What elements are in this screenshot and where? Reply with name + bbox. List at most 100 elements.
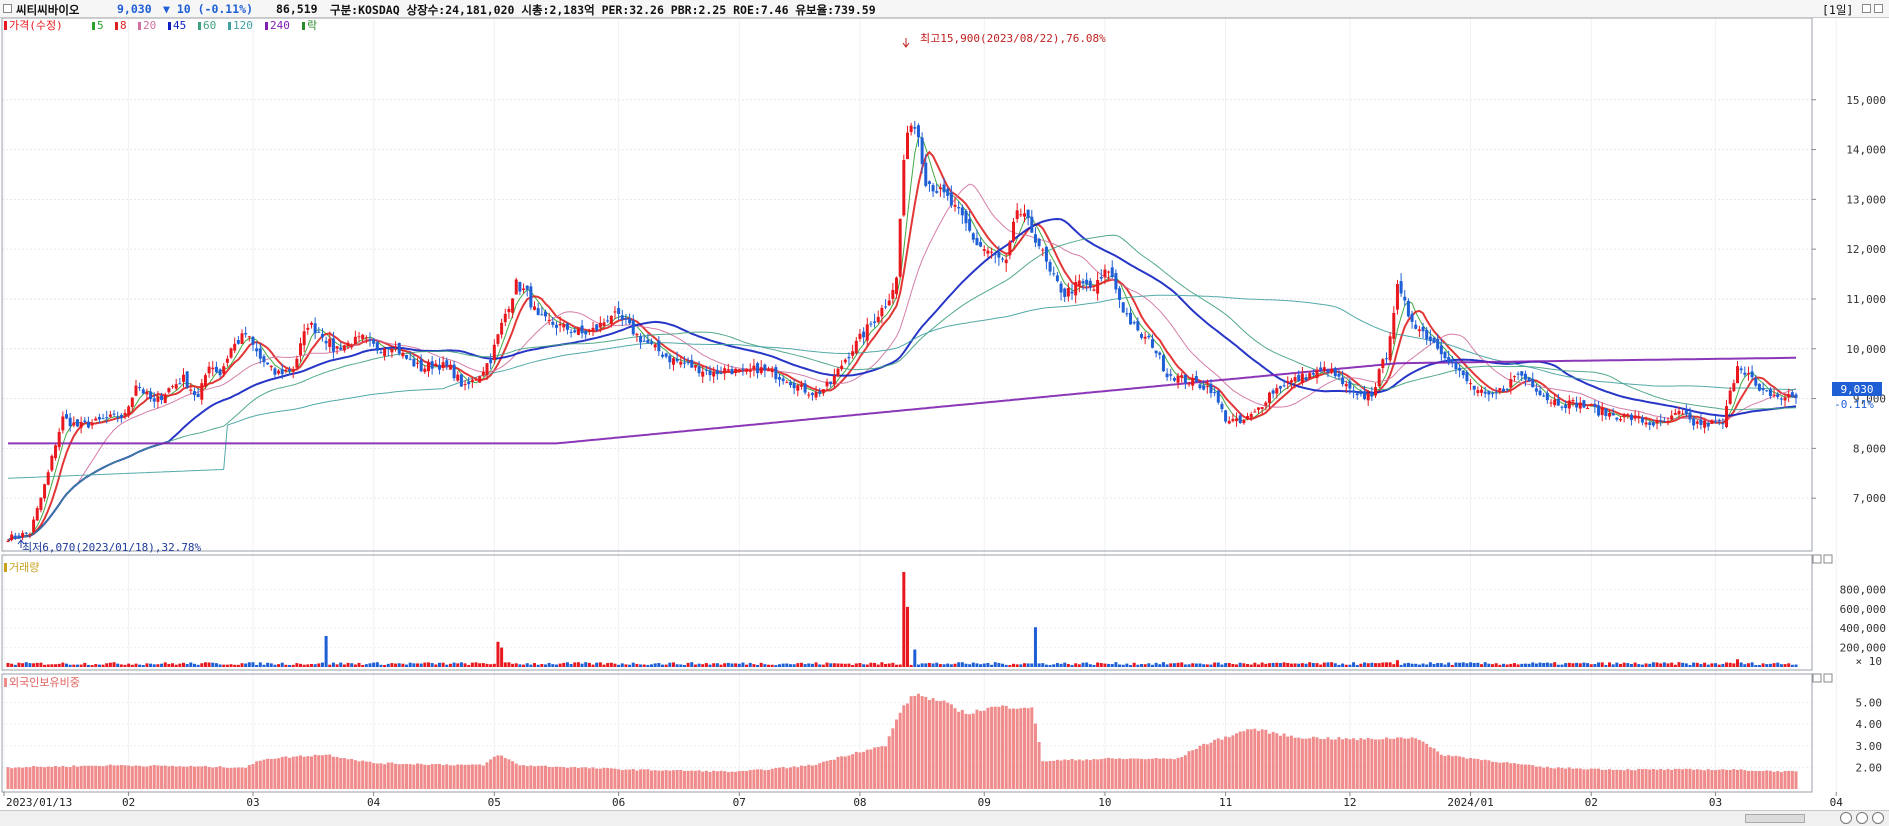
volume-bar (558, 663, 562, 667)
volume-bar (551, 664, 555, 667)
foreign-bar (200, 766, 204, 789)
volume-bar (1030, 663, 1034, 667)
volume-bar (1491, 664, 1495, 667)
candle-body (723, 368, 727, 374)
candle-body (1022, 213, 1026, 217)
candle-body (664, 353, 668, 357)
candle-body (196, 393, 200, 398)
volume-bar (503, 662, 507, 667)
window-minimize-icon[interactable] (1862, 4, 1871, 13)
scrollbar-track[interactable] (1745, 814, 1805, 823)
foreign-bar (138, 765, 142, 789)
volume-bar (174, 664, 178, 667)
foreign-bar (1384, 737, 1388, 789)
volume-bar (489, 664, 493, 667)
foreign-bar (1264, 729, 1268, 789)
foreign-bar (1374, 739, 1378, 789)
zoom-out-icon[interactable] (1840, 812, 1852, 824)
foreign-bar (1165, 758, 1169, 789)
foreign-bar (1399, 737, 1403, 789)
volume-bar (942, 664, 946, 667)
candle-body (10, 534, 14, 541)
foreign-bar (595, 768, 599, 789)
foreign-bar (869, 749, 873, 789)
zoom-reset-icon[interactable] (1872, 812, 1884, 824)
foreign-bar (785, 768, 789, 789)
volume-bar (485, 663, 489, 667)
volume-bar (986, 662, 990, 667)
candle-body (584, 330, 588, 335)
candle-body (529, 286, 533, 308)
volume-bar (171, 663, 175, 667)
foreign-bar (240, 767, 244, 789)
candle-body (767, 370, 771, 372)
volume-bar (1297, 663, 1301, 667)
foreign-bar (1096, 759, 1100, 789)
foreign-bar (1699, 769, 1703, 789)
volume-bar (788, 664, 792, 667)
foreign-bar (1597, 768, 1601, 789)
foreign-bar (843, 756, 847, 789)
foreign-bar (971, 713, 975, 789)
volume-bar (353, 664, 357, 667)
foreign-bar (291, 756, 295, 789)
candle-body (1107, 271, 1111, 273)
foreign-bar (1414, 738, 1418, 789)
volume-bar (448, 663, 452, 667)
volume-bar (1421, 663, 1425, 667)
foreign-bar (214, 767, 218, 789)
volume-bar (810, 663, 814, 667)
volume-bar (909, 664, 913, 667)
candle-body (28, 534, 32, 536)
candle-body (1183, 374, 1187, 384)
candle-body (1180, 375, 1184, 378)
zoom-in-icon[interactable] (1856, 812, 1868, 824)
volume-bar (803, 664, 807, 667)
candle-body (185, 371, 189, 388)
foreign-bar (1787, 770, 1791, 789)
candle-body (1761, 387, 1765, 391)
candle-body (558, 323, 562, 326)
candle-body (1066, 288, 1070, 297)
foreign-bar (1476, 758, 1480, 789)
volume-bar (130, 664, 134, 667)
candle-body (543, 311, 547, 317)
foreign-bar (1209, 742, 1213, 789)
volume-bar (1787, 663, 1791, 667)
period-button[interactable]: [1일] (1822, 3, 1854, 17)
volume-bar (1673, 664, 1677, 667)
volume-bar (511, 663, 515, 667)
foreign-bar (913, 695, 917, 789)
foreign-bar (383, 764, 387, 789)
candle-body (814, 392, 818, 398)
foreign-bar (836, 756, 840, 789)
candle-body (668, 355, 672, 363)
foreign-bar (697, 770, 701, 789)
candle-body (1293, 377, 1297, 382)
candle-body (971, 233, 975, 240)
candle-body (1428, 336, 1432, 341)
foreign-bar (390, 762, 394, 789)
foreign-bar (1560, 767, 1564, 789)
foreign-bar (1659, 769, 1663, 789)
candle-body (946, 188, 950, 196)
foreign-bar (540, 765, 544, 789)
volume-bar (781, 663, 785, 667)
candle-body (1147, 335, 1151, 338)
foreign-bar (1191, 750, 1195, 789)
window-close-icon[interactable] (1874, 4, 1883, 13)
volume-bar (39, 662, 43, 667)
candle-body (1688, 412, 1692, 420)
candle-body (1739, 368, 1743, 371)
foreign-bar (112, 765, 116, 789)
candle-body (86, 421, 90, 428)
candle-body (342, 345, 346, 351)
volume-bar (1593, 664, 1597, 667)
menu-box-icon[interactable] (3, 4, 12, 13)
candle-body (1421, 326, 1425, 332)
volume-bar (529, 664, 533, 667)
candle-body (492, 344, 496, 360)
volume-bar (1048, 664, 1052, 667)
foreign-bar (1505, 762, 1509, 789)
candle-body (1158, 352, 1162, 355)
